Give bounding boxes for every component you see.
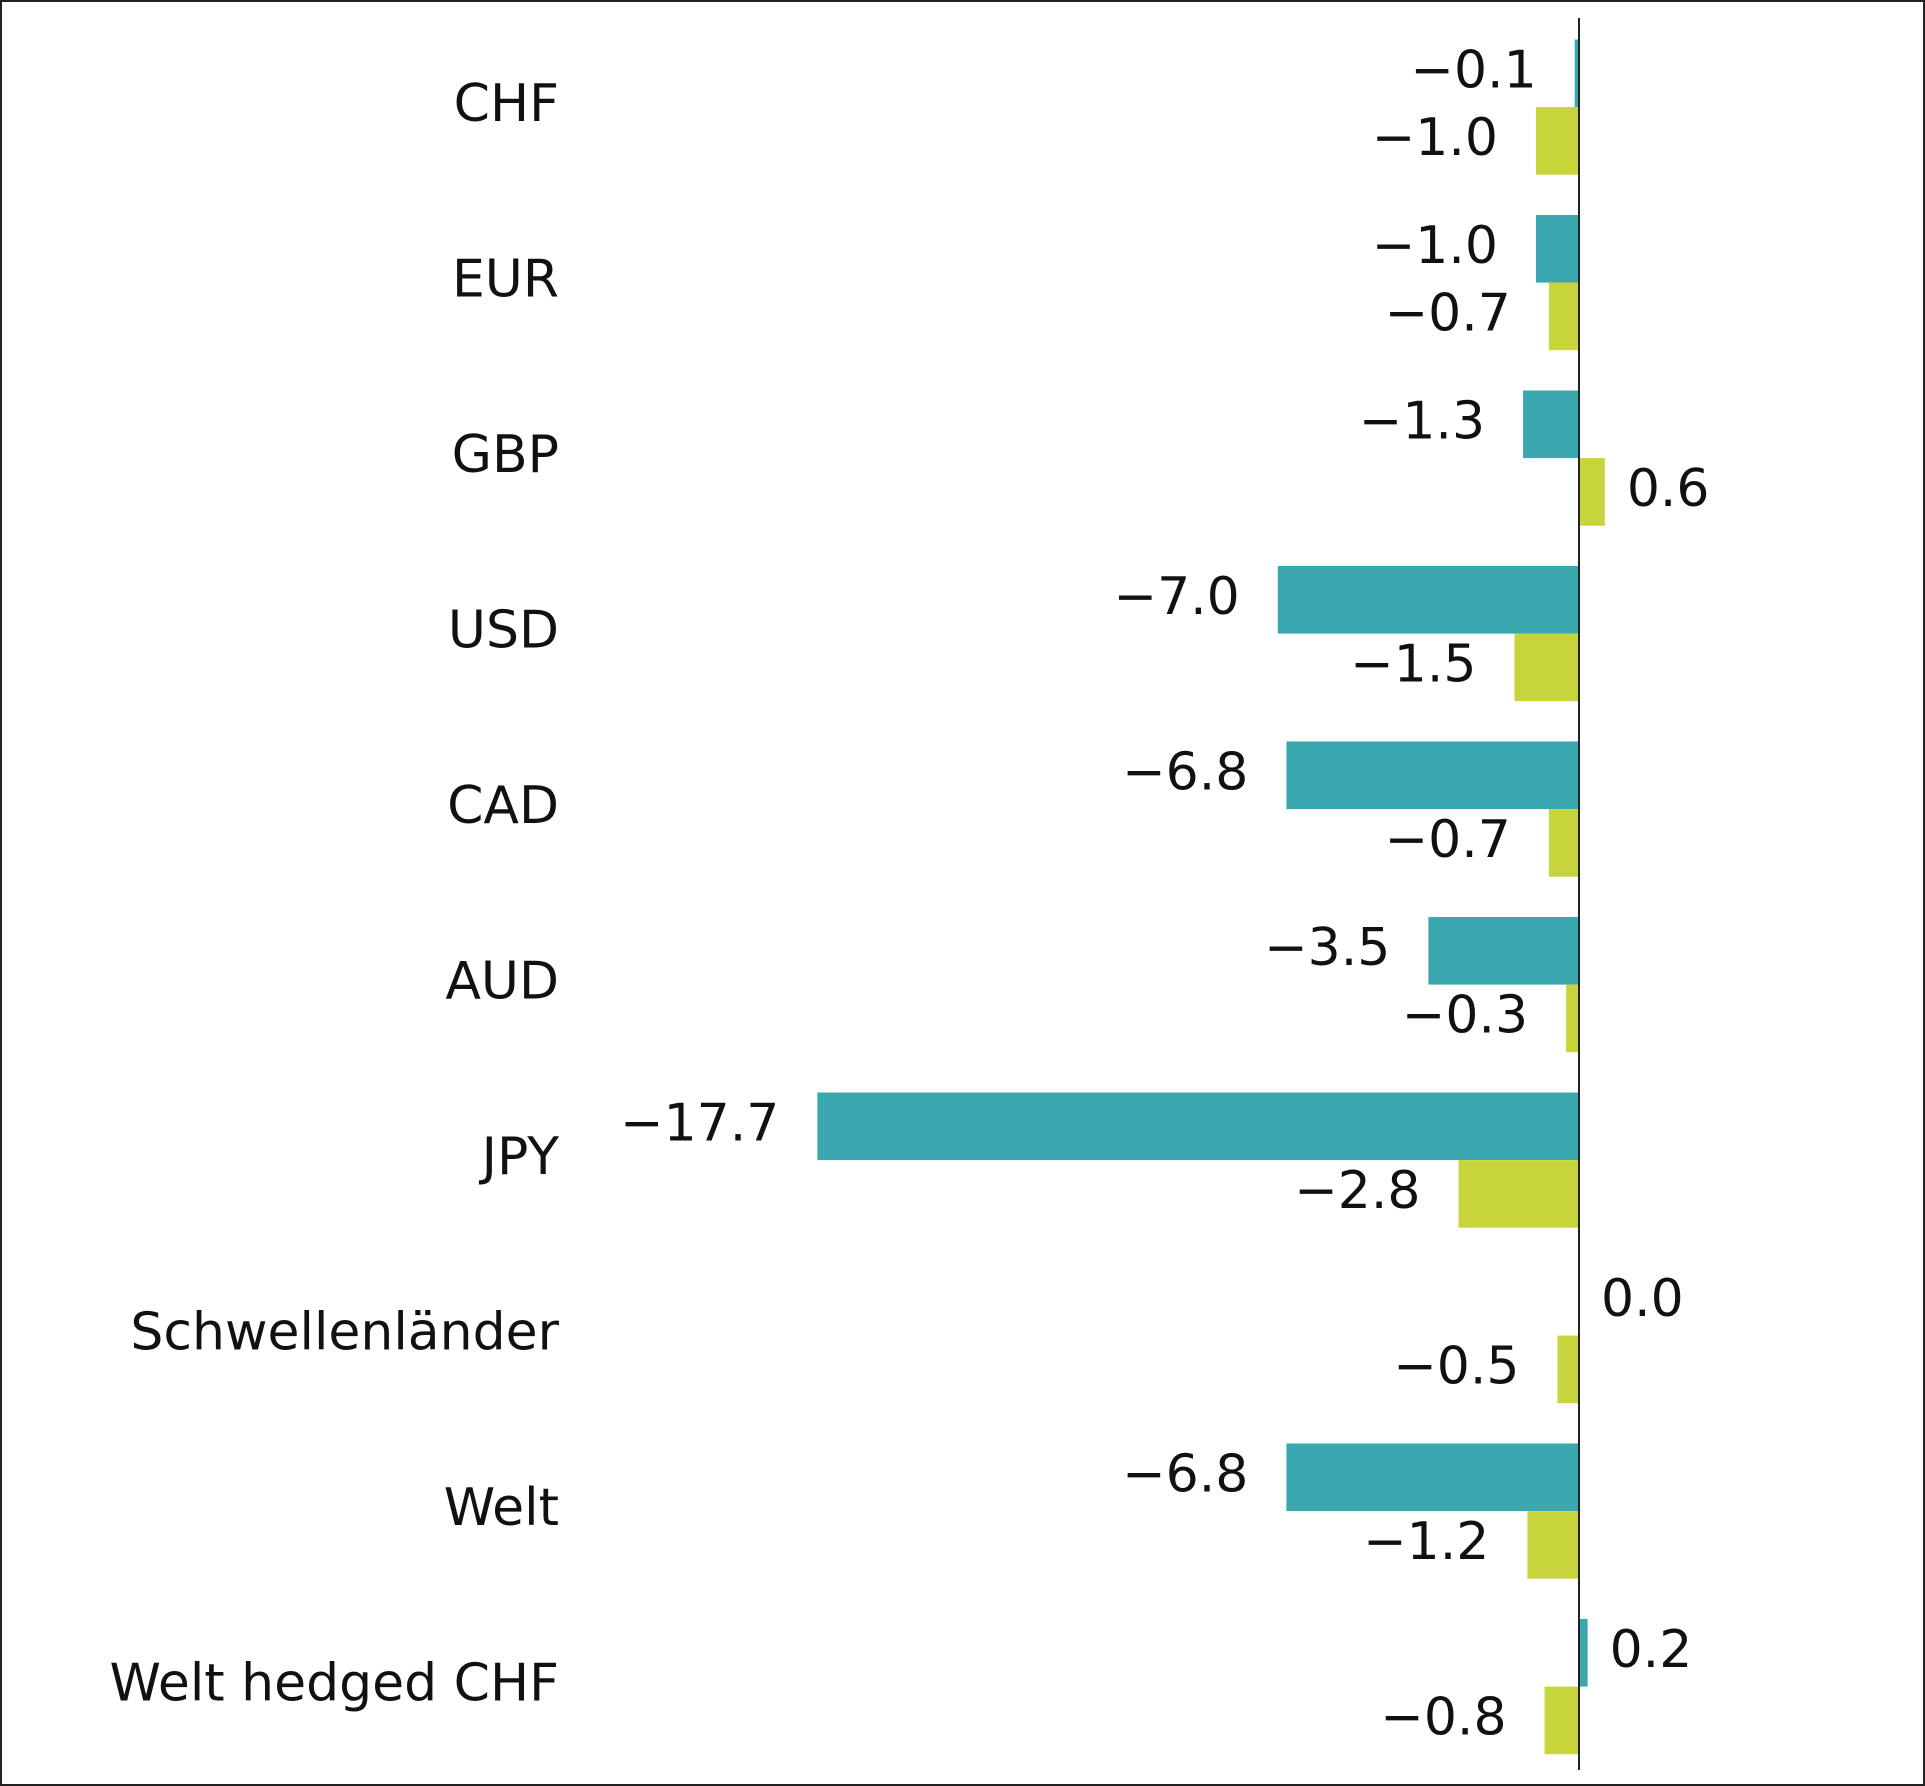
category-label: CAD — [447, 776, 559, 836]
bar — [1548, 282, 1579, 351]
category-label: Welt — [444, 1478, 559, 1538]
bar — [1286, 741, 1579, 810]
category-label: CHF — [454, 74, 559, 134]
bar — [1527, 1511, 1579, 1579]
value-label: −0.7 — [1385, 810, 1511, 870]
bar — [1579, 458, 1605, 526]
bar — [1548, 809, 1579, 877]
value-label: −1.0 — [1372, 216, 1498, 276]
bar — [1514, 633, 1579, 702]
value-label: −0.3 — [1402, 985, 1528, 1045]
category-label: EUR — [452, 250, 559, 310]
bar — [1523, 390, 1579, 459]
value-label: −1.5 — [1350, 634, 1476, 694]
bar — [1557, 1335, 1579, 1404]
value-label: −2.8 — [1294, 1161, 1420, 1221]
value-label: 0.2 — [1610, 1620, 1693, 1680]
bar — [1574, 39, 1579, 108]
value-label: −1.3 — [1359, 391, 1485, 451]
value-label: −3.5 — [1264, 918, 1390, 978]
value-label: 0.6 — [1627, 459, 1710, 519]
category-label: Schwellenländer — [130, 1303, 559, 1363]
bar — [1535, 107, 1579, 175]
value-label: −0.1 — [1410, 40, 1536, 100]
category-label: GBP — [452, 425, 559, 485]
bar — [1286, 1443, 1579, 1512]
value-label: −6.8 — [1122, 1444, 1248, 1504]
bar — [1277, 566, 1579, 634]
bar — [1566, 984, 1579, 1053]
bar — [1535, 215, 1579, 283]
bar — [817, 1092, 1579, 1161]
bar — [1428, 917, 1579, 985]
value-label: −1.2 — [1363, 1512, 1489, 1572]
value-label: −0.8 — [1380, 1687, 1506, 1747]
category-label: JPY — [479, 1127, 560, 1187]
bar — [1458, 1160, 1579, 1228]
bar — [1579, 1619, 1588, 1687]
category-label: Welt hedged CHF — [109, 1654, 559, 1714]
value-label: −1.0 — [1372, 108, 1498, 168]
value-label: −0.7 — [1385, 283, 1511, 343]
category-label: USD — [448, 601, 559, 661]
value-label: 0.0 — [1601, 1269, 1684, 1329]
value-label: −17.7 — [620, 1093, 779, 1153]
value-label: −7.0 — [1114, 567, 1240, 627]
category-label: AUD — [445, 952, 559, 1012]
value-label: −0.5 — [1393, 1336, 1519, 1396]
value-label: −6.8 — [1122, 742, 1248, 802]
bar — [1544, 1686, 1579, 1755]
